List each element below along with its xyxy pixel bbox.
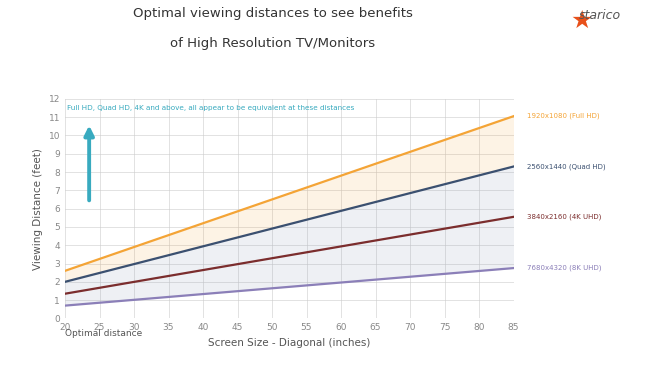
Y-axis label: Viewing Distance (feet): Viewing Distance (feet)	[33, 148, 43, 269]
Text: ★: ★	[571, 9, 593, 33]
Text: starico: starico	[578, 9, 621, 22]
Text: Optimal distance: Optimal distance	[65, 329, 142, 339]
Text: 3840x2160 (4K UHD): 3840x2160 (4K UHD)	[527, 214, 602, 220]
Text: Full HD, Quad HD, 4K and above, all appear to be equivalent at these distances: Full HD, Quad HD, 4K and above, all appe…	[67, 105, 354, 111]
Text: 7680x4320 (8K UHD): 7680x4320 (8K UHD)	[527, 265, 602, 271]
Text: 1920x1080 (Full HD): 1920x1080 (Full HD)	[527, 113, 600, 119]
Text: 2560x1440 (Quad HD): 2560x1440 (Quad HD)	[527, 163, 606, 170]
Text: of High Resolution TV/Monitors: of High Resolution TV/Monitors	[170, 37, 376, 50]
X-axis label: Screen Size - Diagonal (inches): Screen Size - Diagonal (inches)	[208, 338, 370, 348]
Text: Optimal viewing distances to see benefits: Optimal viewing distances to see benefit…	[133, 7, 413, 20]
